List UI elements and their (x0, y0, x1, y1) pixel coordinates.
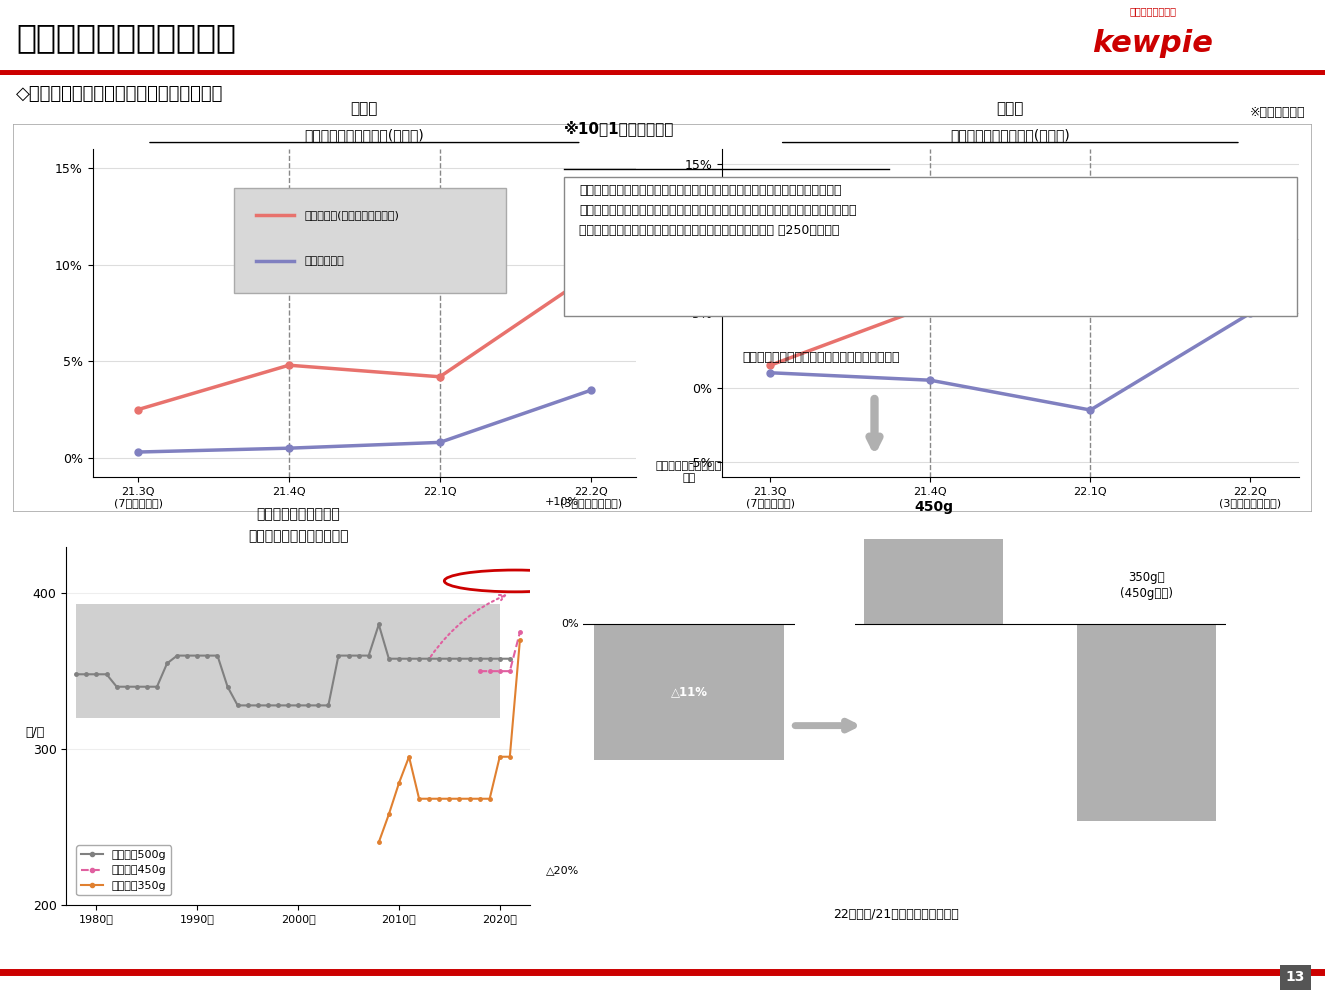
Text: マヨネーズ(ハーフタイプ含む): マヨネーズ(ハーフタイプ含む) (947, 220, 1041, 230)
Text: 450g: 450g (914, 500, 953, 514)
Text: △20%: △20% (546, 865, 579, 875)
Text: 13: 13 (1285, 970, 1305, 984)
Text: マヨネーズ類（キユーピーマヨネーズ、キユーピーハーフなど）マスタード、
タルタルソース、パン用スプレッド、パスタソース（あえるパスタソースなど）、
素材食品（サ: マヨネーズ類（キユーピーマヨネーズ、キユーピーハーフなど）マスタード、 タルタル… (579, 184, 857, 237)
Text: ※10月1日〜価格改定: ※10月1日〜価格改定 (564, 120, 674, 136)
FancyBboxPatch shape (235, 189, 506, 293)
Text: +10%: +10% (545, 497, 579, 507)
Text: キユーピーマヨネーズ
全体: キユーピーマヨネーズ 全体 (656, 461, 722, 483)
Text: キユーピーマヨネーズ: キユーピーマヨネーズ (256, 508, 341, 522)
Text: ◇機動的な価格適正化と新価格の早期浸透: ◇機動的な価格適正化と新価格の早期浸透 (16, 85, 224, 103)
Text: 価格改定の状況について: 価格改定の状況について (16, 21, 236, 54)
Text: 22年上期/21年上期の物量増減比: 22年上期/21年上期の物量増減比 (833, 908, 959, 921)
Text: ドレッシング: ドレッシング (947, 265, 987, 275)
Text: 0%: 0% (560, 619, 579, 629)
Y-axis label: 円/本: 円/本 (25, 726, 45, 739)
Bar (864, 539, 1003, 624)
Text: 業務用: 業務用 (996, 101, 1024, 116)
Bar (1077, 624, 1216, 821)
Text: ドレッシング: ドレッシング (305, 255, 344, 265)
Legend: チューブ500g, チューブ450g, チューブ350g: チューブ500g, チューブ450g, チューブ350g (77, 846, 171, 896)
Text: ※当社出荷価格: ※当社出荷価格 (1249, 106, 1305, 119)
Text: △11%: △11% (670, 686, 708, 699)
FancyBboxPatch shape (872, 198, 1183, 303)
Text: kewpie: kewpie (1092, 29, 1214, 58)
Text: 家庭用: 家庭用 (351, 101, 378, 116)
Bar (77, 604, 500, 718)
Text: 350g他
(450g以外): 350g他 (450g以外) (1120, 571, 1173, 600)
Bar (564, 178, 1297, 316)
Bar (594, 624, 784, 759)
Text: マヨネーズ(ハーフタイプ含む): マヨネーズ(ハーフタイプ含む) (305, 210, 400, 220)
Text: サラダ調味料単価推移(前年比): サラダ調味料単価推移(前年比) (950, 128, 1071, 142)
Text: 愛は食卓にある。: 愛は食卓にある。 (1129, 6, 1177, 16)
Text: サラダ調味料単価推移(前年比): サラダ調味料単価推移(前年比) (305, 128, 424, 142)
Text: 税抜き参考小売価格の推移: 税抜き参考小売価格の推移 (248, 529, 348, 543)
Text: 機能性商品に加え、適量サイズの構成比を強化: 機能性商品に加え、適量サイズの構成比を強化 (742, 351, 900, 365)
